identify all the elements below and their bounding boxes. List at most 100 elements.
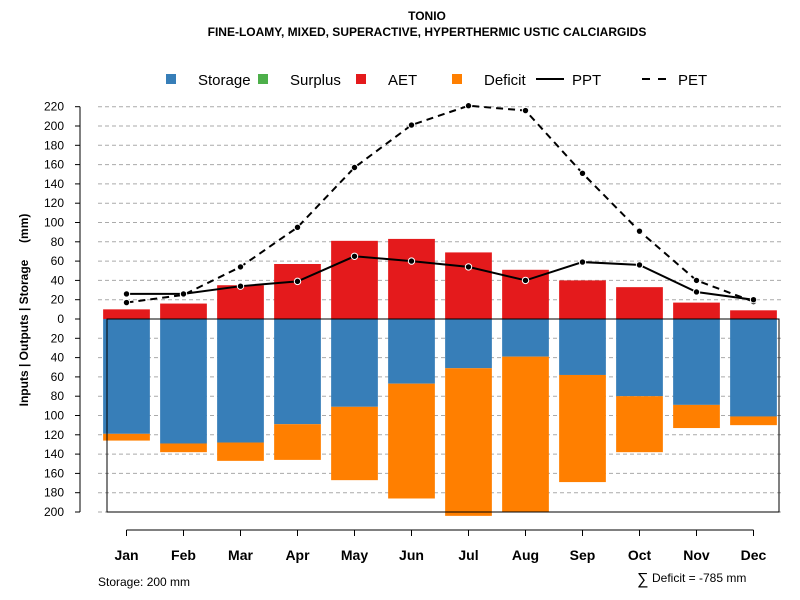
pet-point bbox=[293, 223, 302, 232]
deficit-sum-symbol: ∑ bbox=[637, 571, 648, 588]
y-tick-label: 200 bbox=[44, 119, 64, 133]
x-tick-label-apr: Apr bbox=[285, 547, 310, 563]
x-axis: Jan Feb Mar Apr May Jun Jul Aug Sep Oct Nov Dec bbox=[114, 529, 767, 563]
y-tick-label: 40 bbox=[51, 273, 65, 287]
deficit-bar-aug bbox=[502, 356, 549, 512]
x-tick-label-feb: Feb bbox=[171, 547, 196, 563]
y-tick-label: 80 bbox=[51, 389, 65, 403]
y-tick-label: 180 bbox=[44, 138, 64, 152]
storage-bar-feb bbox=[160, 319, 207, 444]
deficit-bar-feb bbox=[160, 443, 207, 453]
pet-point bbox=[464, 102, 473, 110]
ppt-point bbox=[350, 252, 359, 260]
storage-bar-oct bbox=[616, 319, 663, 397]
deficit-bar-sep bbox=[559, 374, 606, 483]
aet-bar-mar bbox=[217, 285, 264, 319]
pet-point bbox=[236, 263, 245, 271]
deficit-footer: Deficit = -785 mm bbox=[652, 571, 746, 585]
deficit-bar-oct bbox=[616, 396, 663, 453]
x-tick-label-may: May bbox=[341, 547, 368, 563]
deficit-bar-jun bbox=[388, 383, 435, 499]
pet-point bbox=[635, 227, 644, 235]
ppt-point bbox=[293, 277, 302, 286]
storage-bar-mar bbox=[217, 319, 264, 443]
legend-label-aet: AET bbox=[388, 72, 417, 89]
deficit-bar-dec bbox=[730, 416, 777, 426]
storage-bar-aug bbox=[502, 319, 549, 357]
pet-line bbox=[126, 104, 754, 304]
pet-point bbox=[521, 106, 530, 115]
y-tick-label: 140 bbox=[44, 447, 64, 461]
x-tick-label-jul: Jul bbox=[458, 547, 478, 563]
pet-point bbox=[578, 169, 587, 177]
y-tick-label: 40 bbox=[51, 351, 65, 365]
legend-swatch-surplus bbox=[258, 74, 268, 84]
ppt-point bbox=[236, 282, 245, 290]
ppt-point bbox=[749, 296, 758, 304]
x-tick-label-jun: Jun bbox=[399, 547, 424, 563]
gridlines bbox=[98, 106, 782, 513]
aet-bar-feb bbox=[160, 303, 207, 319]
y-tick-label: 220 bbox=[44, 100, 64, 114]
deficit-bar-may bbox=[331, 406, 378, 481]
ppt-point bbox=[521, 276, 530, 285]
y-tick-label: 100 bbox=[44, 409, 64, 423]
y-tick-label: 140 bbox=[44, 177, 64, 191]
ppt-point bbox=[179, 290, 188, 298]
legend: Storage Surplus AET Deficit PPT PET bbox=[166, 72, 707, 89]
y-tick-label: 120 bbox=[44, 428, 64, 442]
storage-bar-jun bbox=[388, 319, 435, 384]
aet-bar-dec bbox=[730, 310, 777, 319]
y-tick-label: 160 bbox=[44, 158, 64, 172]
storage-bar-apr bbox=[274, 319, 321, 425]
aet-bar-may bbox=[331, 240, 378, 319]
storage-capacity-box bbox=[106, 318, 780, 513]
legend-label-storage: Storage bbox=[198, 72, 251, 89]
ppt-point bbox=[578, 258, 587, 266]
y-tick-label: 160 bbox=[44, 466, 64, 480]
x-tick-label-oct: Oct bbox=[628, 547, 652, 563]
pet-point bbox=[692, 276, 701, 285]
legend-swatch-aet bbox=[356, 74, 366, 84]
y-tick-label: 120 bbox=[44, 196, 64, 210]
deficit-bar-nov bbox=[673, 404, 720, 429]
y-tick-label: 80 bbox=[51, 235, 65, 249]
pet-point bbox=[407, 121, 416, 129]
storage-bar-jul bbox=[445, 319, 492, 369]
aet-bar-nov bbox=[673, 302, 720, 319]
y-tick-label: 60 bbox=[51, 254, 65, 268]
deficit-bar-mar bbox=[217, 442, 264, 461]
deficit-bar-apr bbox=[274, 424, 321, 460]
storage-bar-jan bbox=[103, 319, 150, 434]
y-tick-label: 180 bbox=[44, 486, 64, 500]
x-tick-label-dec: Dec bbox=[741, 547, 767, 563]
y-tick-label: 20 bbox=[51, 293, 65, 307]
x-tick-label-jan: Jan bbox=[114, 547, 138, 563]
y-tick-label: 200 bbox=[44, 505, 64, 519]
aet-bar-jan bbox=[103, 309, 150, 319]
lines bbox=[122, 102, 758, 307]
y-axis: 0 20 40 60 80 100 120 140 160 180 200 220 20 40 60 80 10… bbox=[44, 100, 81, 519]
x-tick-label-sep: Sep bbox=[570, 547, 596, 563]
x-tick-label-aug: Aug bbox=[512, 547, 539, 563]
legend-label-pet: PET bbox=[678, 72, 707, 89]
y-tick-label: 60 bbox=[51, 370, 65, 384]
storage-footer: Storage: 200 mm bbox=[98, 575, 190, 589]
ppt-point bbox=[407, 257, 416, 265]
legend-label-deficit: Deficit bbox=[484, 72, 527, 89]
legend-label-ppt: PPT bbox=[572, 72, 601, 89]
storage-bar-sep bbox=[559, 319, 606, 375]
y-tick-label: 100 bbox=[44, 216, 64, 230]
ppt-line bbox=[126, 255, 754, 301]
storage-bar-dec bbox=[730, 319, 777, 417]
ppt-point bbox=[692, 288, 701, 296]
x-tick-label-nov: Nov bbox=[683, 547, 710, 563]
ppt-point bbox=[122, 290, 131, 298]
aet-bar-apr bbox=[274, 263, 321, 319]
ppt-point bbox=[464, 263, 473, 271]
aet-bar-oct bbox=[616, 287, 663, 319]
aet-bar-jul bbox=[445, 252, 492, 319]
deficit-bar-jul bbox=[445, 368, 492, 516]
legend-label-surplus: Surplus bbox=[290, 72, 341, 89]
